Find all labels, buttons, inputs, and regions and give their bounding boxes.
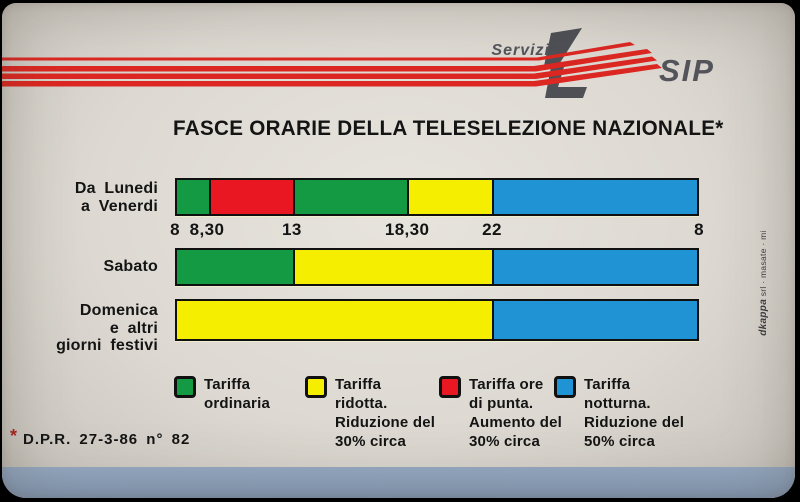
bar-segment-blue <box>491 301 697 339</box>
bar-segment-yellow <box>407 180 492 214</box>
red-stripes <box>2 42 662 87</box>
legend-label: Tariffa ridotta. Riduzione del 30% circa <box>335 376 436 450</box>
sip-label: SIP <box>659 53 715 88</box>
bar-segment-green <box>292 180 408 214</box>
legend-item-yellow: Tariffa ridotta. Riduzione del 30% circa <box>305 375 435 451</box>
bar-segment-red <box>208 180 293 214</box>
legend-item-red: Tariffa ore di punta. Aumento del 30% circa <box>439 375 562 451</box>
bar-segment-yellow <box>292 250 492 284</box>
bar-segment-yellow <box>177 301 492 339</box>
legend-label: Tariffa ore di punta. Aumento del 30% circa <box>469 376 563 450</box>
legend-item-green: Tariffa ordinaria <box>174 375 270 413</box>
legend-swatch-blue <box>554 376 576 398</box>
row-label: Sabato <box>103 258 158 275</box>
bar-segment-green <box>177 180 209 214</box>
axis-tick: 8 <box>694 220 704 239</box>
legend-swatch-green <box>174 376 196 398</box>
legend-label: Tariffa ordinaria <box>204 376 270 412</box>
sip-tariff-card: Servizi SIP FASCE ORARIE DELLA TELESELEZ… <box>2 3 795 498</box>
card-bottom-band <box>2 467 795 498</box>
legend-item-blue: Tariffa notturna. Riduzione del 50% circa <box>554 375 684 451</box>
axis-tick: 18,30 <box>384 220 430 239</box>
axis-tick: 22 <box>482 220 502 239</box>
legend: Tariffa ordinaria Tariffa ridotta. Riduzione… <box>2 375 795 475</box>
axis-tick: 8,30 <box>189 220 225 239</box>
time-bar <box>175 299 699 341</box>
printer-credit-brand: dkappa <box>758 298 769 336</box>
axis-tick: 8 <box>170 220 180 239</box>
sip-logo-header: Servizi SIP <box>2 28 715 98</box>
page-title: FASCE ORARIE DELLA TELESELEZIONE NAZIONA… <box>173 116 724 140</box>
servizi-label: Servizi <box>491 42 550 59</box>
time-bar <box>175 248 699 286</box>
printer-credit-rest: srl · masate · mi <box>758 230 768 299</box>
printer-credit: dkappa srl · masate · mi <box>758 221 770 345</box>
legend-swatch-red <box>439 376 461 398</box>
bar-segment-blue <box>491 180 697 214</box>
bar-segment-green <box>177 250 293 284</box>
bar-segment-blue <box>491 250 697 284</box>
legend-label: Tariffa notturna. Riduzione del 50% circa <box>584 376 685 450</box>
axis-ticks: 8 8,30 13 18,30 22 8 <box>170 220 703 242</box>
footnote-asterisk: * <box>10 426 18 446</box>
row-label: Domenica e altri giorni festivi <box>56 302 158 354</box>
footnote: * D.P.R. 27-3-86 n° 82 <box>10 426 190 449</box>
footnote-text: D.P.R. 27-3-86 n° 82 <box>23 431 191 448</box>
axis-tick: 13 <box>281 220 302 239</box>
row-label: Da Lunedi a Venerdi <box>74 180 158 215</box>
legend-swatch-yellow <box>305 376 327 398</box>
time-bar <box>175 178 699 216</box>
